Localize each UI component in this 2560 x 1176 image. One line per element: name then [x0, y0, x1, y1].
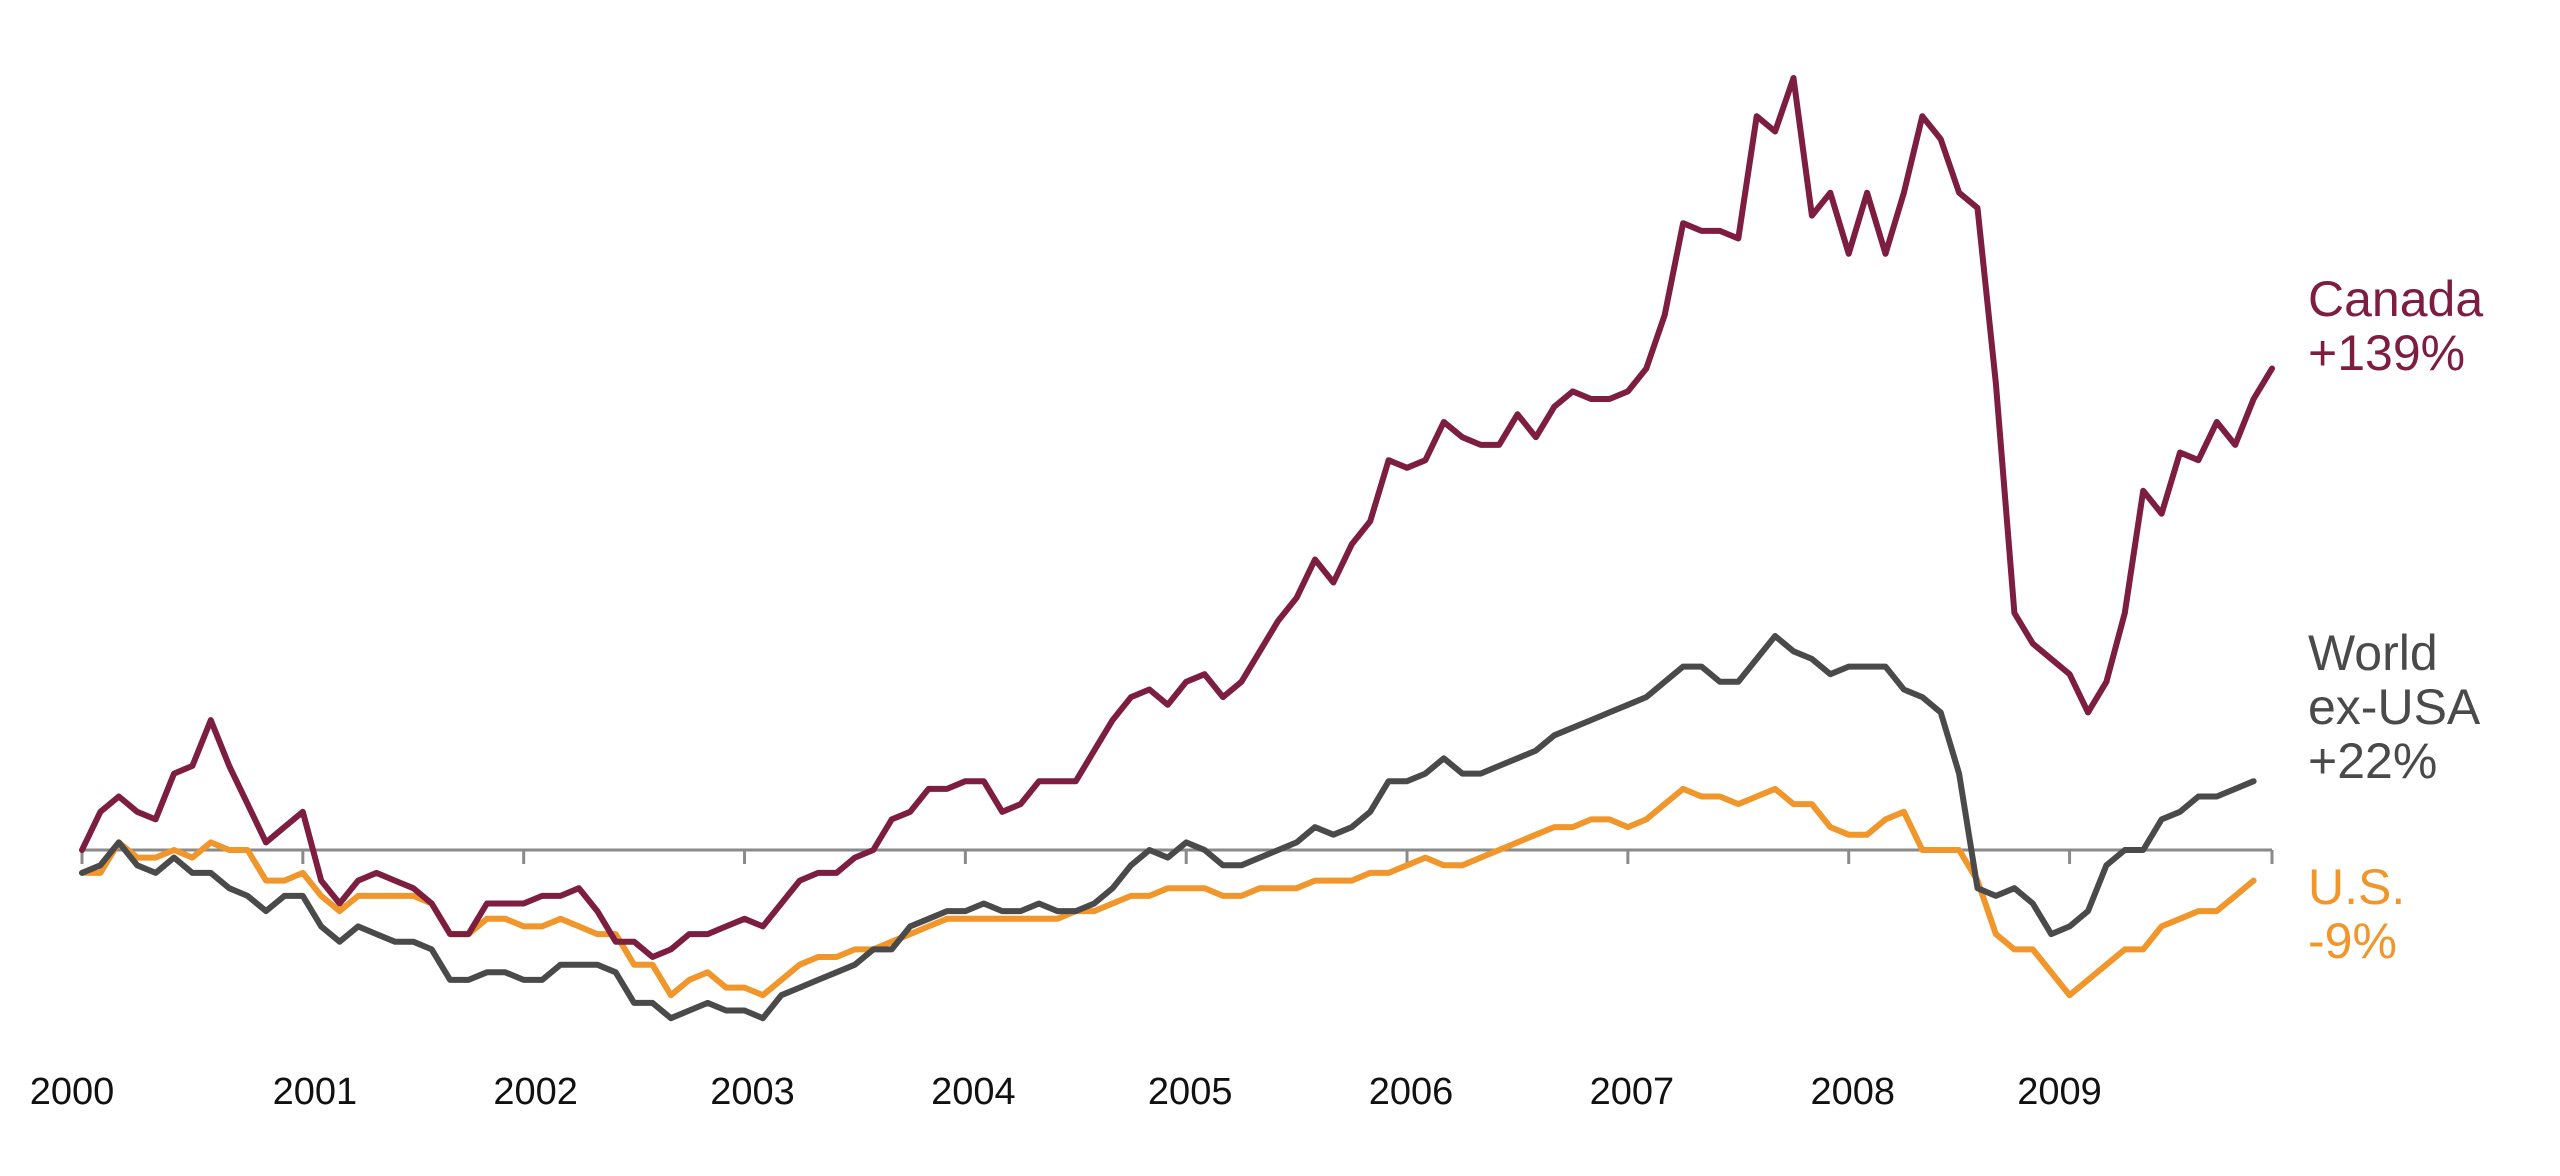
x-tick-label-2001: 2001: [273, 1071, 358, 1113]
x-axis-tick-labels: 2000 2001 2002 2003 2004 2005 2006 2007 2008 2009: [30, 1071, 2102, 1113]
x-tick-label-2002: 2002: [493, 1071, 578, 1113]
series-label-u-s: U.S. -9%: [2308, 859, 2405, 969]
x-tick-label-2007: 2007: [1590, 1071, 1675, 1113]
series-line-u-s: [79, 785, 2257, 999]
x-tick-label-2005: 2005: [1148, 1071, 1233, 1113]
x-tick-label-2006: 2006: [1369, 1071, 1454, 1113]
series-label-canada: Canada +139%: [2308, 271, 2483, 381]
series-line-canada: [79, 75, 2275, 960]
x-tick-label-2000: 2000: [30, 1071, 115, 1113]
series-lines: [79, 75, 2275, 1022]
x-tick-label-2009: 2009: [2017, 1071, 2102, 1113]
series-end-labels: Canada +139% World ex-USA +22% U.S. -9%: [2308, 271, 2483, 969]
x-tick-label-2008: 2008: [1810, 1071, 1895, 1113]
series-label-world-ex-usa: World ex-USA +22%: [2308, 625, 2481, 789]
series-line-world-ex-usa: [79, 633, 2257, 1022]
x-tick-label-2004: 2004: [931, 1071, 1016, 1113]
x-tick-label-2003: 2003: [710, 1071, 795, 1113]
